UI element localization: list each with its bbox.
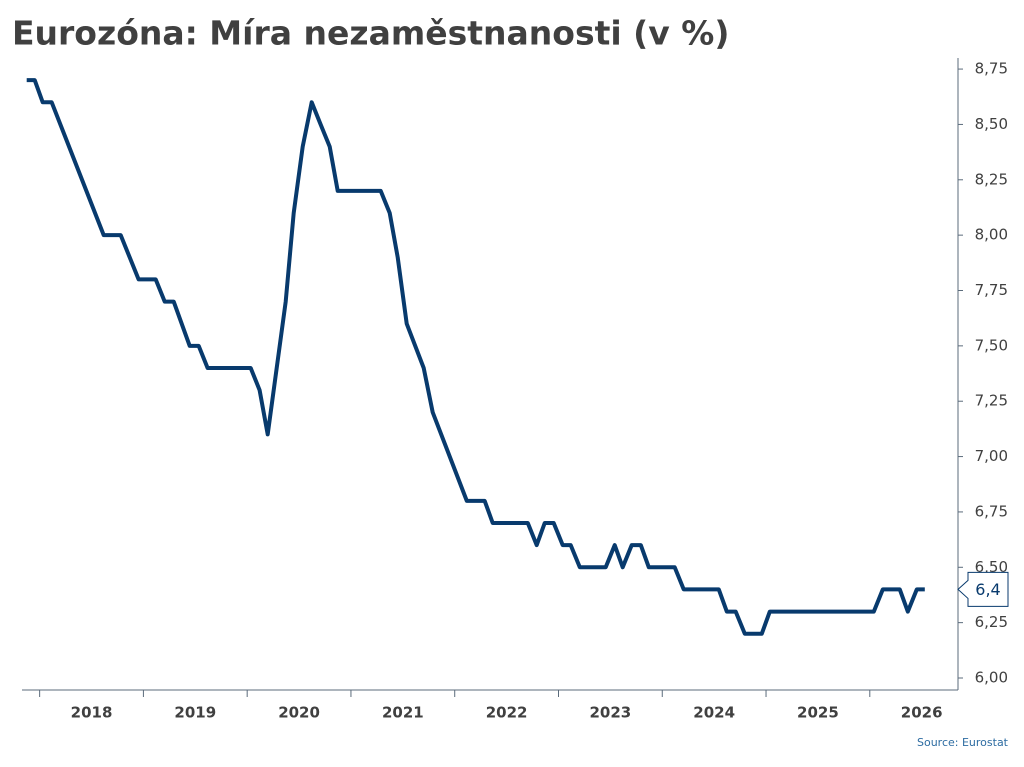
y-tick-label: 6,75	[975, 502, 1008, 520]
x-tick-label: 2023	[589, 704, 631, 722]
x-tick-label: 2024	[693, 704, 735, 722]
data-line	[26, 78, 925, 636]
x-tick-label: 2019	[174, 704, 216, 722]
source-note: Source: Eurostat	[917, 736, 1009, 749]
x-tick-label: 2025	[797, 704, 839, 722]
x-tick-label: 2020	[278, 704, 320, 722]
y-tick-label: 7,25	[975, 392, 1008, 410]
y-tick-label: 7,00	[975, 447, 1008, 465]
x-tick-label: 2018	[71, 704, 113, 722]
y-tick-label: 8,75	[975, 60, 1008, 78]
y-tick-label: 6,50	[975, 558, 1008, 576]
x-tick-label: 2022	[486, 704, 528, 722]
y-tick-label: 8,25	[975, 170, 1008, 188]
y-tick-label: 6,00	[975, 669, 1008, 687]
callout-box	[957, 571, 1009, 607]
y-tick-label: 8,50	[975, 115, 1008, 133]
x-tick-label: 2026	[901, 704, 943, 722]
y-tick-label: 8,00	[975, 226, 1008, 244]
value-label: 6,4	[975, 580, 1000, 599]
y-tick-label: 7,50	[975, 336, 1008, 354]
y-tick-label: 6,25	[975, 613, 1008, 631]
x-tick-label: 2021	[382, 704, 424, 722]
chart-title: Eurozóna: Míra nezaměstnanosti (v %)	[12, 14, 729, 53]
y-tick-label: 7,75	[975, 281, 1008, 299]
